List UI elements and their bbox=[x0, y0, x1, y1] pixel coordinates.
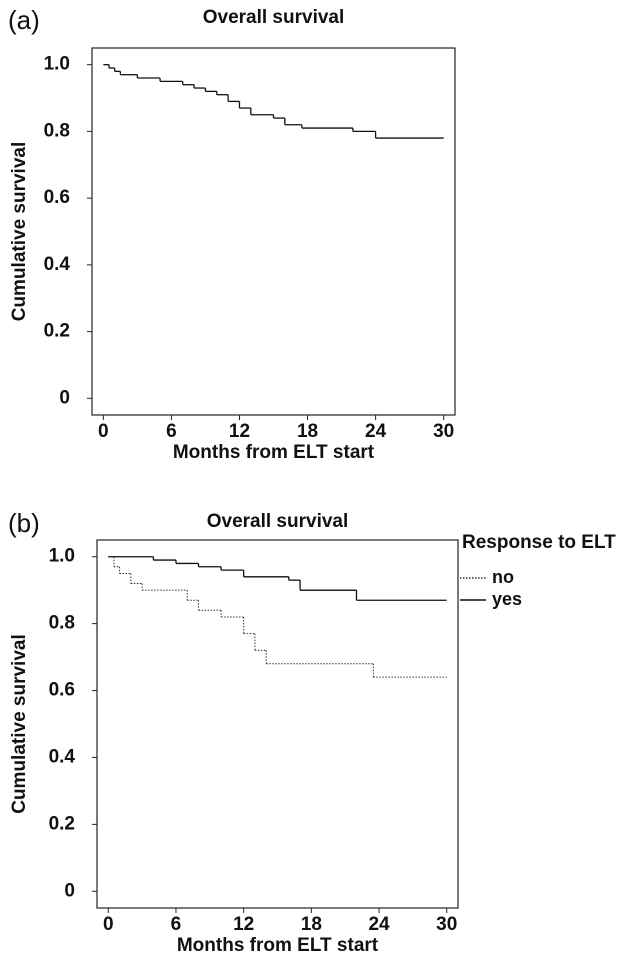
y-tick-label: 0.4 bbox=[49, 746, 76, 767]
y-tick-label: 0.8 bbox=[49, 613, 75, 634]
legend-title: Response to ELT bbox=[462, 532, 616, 553]
y-tick-label: 1.0 bbox=[44, 54, 70, 75]
chart-title: Overall survival bbox=[207, 511, 349, 532]
y-tick-label: 0.2 bbox=[49, 813, 75, 834]
y-tick-label: 1.0 bbox=[49, 546, 75, 567]
chart-title: Overall survival bbox=[203, 7, 345, 28]
x-tick-label: 0 bbox=[103, 914, 114, 935]
y-axis-label: Cumulative survival bbox=[9, 142, 30, 322]
x-tick-label: 0 bbox=[98, 421, 109, 442]
x-tick-label: 12 bbox=[229, 421, 250, 442]
x-tick-label: 24 bbox=[365, 421, 387, 442]
x-axis-label: Months from ELT start bbox=[177, 935, 379, 956]
y-axis-label: Cumulative survival bbox=[9, 634, 30, 814]
y-tick-label: 0.4 bbox=[44, 254, 71, 275]
y-tick-label: 0.2 bbox=[44, 321, 70, 342]
panel-label: (b) bbox=[8, 508, 40, 538]
plot-frame bbox=[96, 539, 459, 909]
x-axis-label: Months from ELT start bbox=[173, 442, 375, 463]
x-tick-label: 24 bbox=[368, 914, 390, 935]
x-tick-label: 18 bbox=[301, 914, 322, 935]
x-tick-label: 12 bbox=[233, 914, 254, 935]
x-tick-label: 6 bbox=[166, 421, 177, 442]
y-tick-label: 0 bbox=[59, 387, 70, 408]
y-tick-label: 0.6 bbox=[49, 680, 75, 701]
y-tick-label: 0.6 bbox=[44, 187, 70, 208]
y-tick-label: 0 bbox=[64, 880, 75, 901]
x-tick-label: 18 bbox=[297, 421, 318, 442]
plot-frame bbox=[91, 47, 456, 416]
legend-label: yes bbox=[492, 589, 522, 609]
y-tick-label: 0.8 bbox=[44, 120, 70, 141]
x-tick-label: 30 bbox=[436, 914, 457, 935]
panel-label: (a) bbox=[8, 5, 40, 35]
x-tick-label: 6 bbox=[171, 914, 182, 935]
legend-label: no bbox=[492, 567, 514, 587]
x-tick-label: 30 bbox=[433, 421, 454, 442]
